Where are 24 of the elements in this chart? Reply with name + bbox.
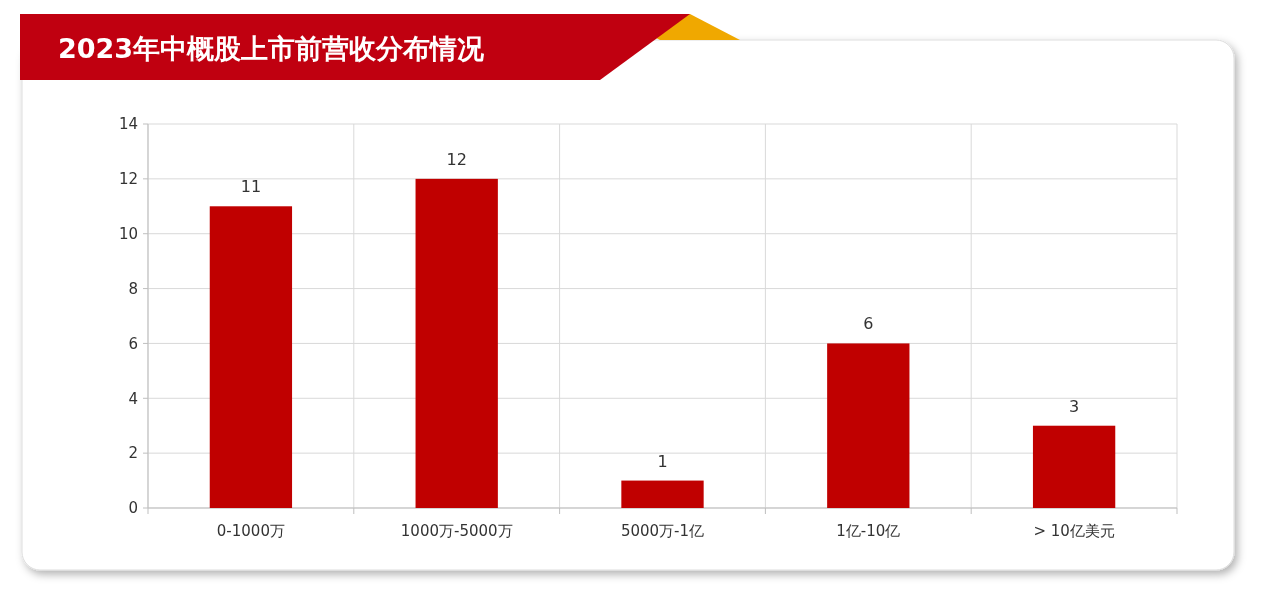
y-tick-label: 6 — [128, 334, 138, 353]
chart-title: 2023年中概股上市前营收分布情况 — [58, 33, 486, 64]
data-label: 12 — [446, 149, 467, 169]
y-tick-label: 14 — [118, 115, 138, 134]
y-tick-label: 4 — [128, 389, 138, 408]
x-tick-label: 0-1000万 — [216, 522, 285, 540]
bar — [415, 178, 498, 508]
data-label: 3 — [1069, 396, 1080, 416]
y-tick-label: 0 — [128, 499, 138, 518]
bar — [621, 480, 704, 508]
y-tick-label: 2 — [128, 444, 138, 463]
x-tick-label: 1亿-10亿 — [836, 522, 901, 540]
data-label: 1 — [657, 451, 668, 471]
bar — [1032, 425, 1116, 508]
x-tick-label: 1000万-5000万 — [400, 522, 513, 540]
bar — [827, 343, 910, 508]
y-tick-label: 8 — [128, 279, 138, 298]
x-tick-label: 5000万-1亿 — [620, 522, 705, 540]
bar — [209, 206, 293, 508]
data-label: 6 — [863, 314, 874, 334]
data-label: 11 — [240, 177, 262, 197]
x-tick-label: > 10亿美元 — [1033, 522, 1115, 540]
y-tick-label: 12 — [118, 170, 138, 189]
y-tick-label: 10 — [118, 224, 138, 243]
